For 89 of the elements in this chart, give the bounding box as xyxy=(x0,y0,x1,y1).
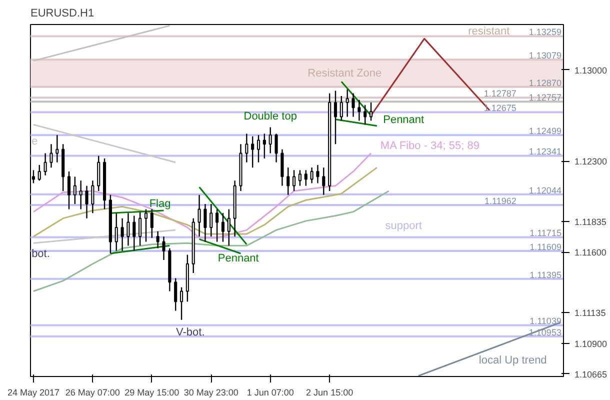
candlestick xyxy=(274,133,278,163)
candlestick xyxy=(340,95,343,122)
annotation: local Up trend xyxy=(478,354,547,367)
ref-line-label: 1.11715 xyxy=(530,228,562,238)
candlestick xyxy=(316,164,320,184)
candlestick xyxy=(304,170,308,186)
y-tick-label: 1.11835 xyxy=(574,217,606,228)
candlestick xyxy=(227,208,230,246)
candlestick xyxy=(174,278,178,312)
ref-line-label: 1.12499 xyxy=(528,126,562,136)
candlestick xyxy=(204,203,207,242)
chart-title: EURUSD.H1 xyxy=(30,8,94,20)
annotation: support xyxy=(385,220,422,232)
candlestick xyxy=(150,208,154,238)
candlestick xyxy=(198,194,201,238)
candlestick xyxy=(44,152,47,176)
candlestick xyxy=(245,133,248,163)
candlestick xyxy=(286,166,290,196)
candlestick xyxy=(369,102,373,122)
annotation: MA Fibo - 34; 55; 89 xyxy=(380,140,480,152)
band-label: Resistant Zone xyxy=(308,67,382,80)
x-tick-label: 1 Jun 07:00 xyxy=(246,388,294,398)
candlestick xyxy=(346,88,349,118)
candlestick xyxy=(221,212,225,242)
candlestick xyxy=(310,166,314,184)
candlestick xyxy=(132,215,136,252)
candlestick xyxy=(91,180,94,214)
annotation: Flag xyxy=(149,198,171,210)
candlestick xyxy=(138,211,142,246)
x-tick-label: 2 Jun 15:00 xyxy=(306,388,354,398)
annotation: V-bot. xyxy=(176,326,205,338)
candlestick xyxy=(268,126,272,154)
ref-line-label: 1.11962 xyxy=(484,196,516,206)
candlestick xyxy=(73,176,76,205)
annotation: e xyxy=(32,136,38,148)
x-tick-label: 30 May 23:00 xyxy=(184,388,238,398)
candlestick xyxy=(364,104,367,126)
ref-line-label: 1.13079 xyxy=(528,50,562,61)
candlestick xyxy=(114,212,118,252)
candlestick xyxy=(292,170,296,192)
candlestick xyxy=(334,90,338,145)
annotation: Pennant xyxy=(218,252,259,265)
candlestick xyxy=(85,185,88,219)
ref-line-label: 1.11039 xyxy=(530,316,562,326)
candlestick xyxy=(322,166,326,196)
candlestick xyxy=(79,180,82,210)
y-tick-label: 1.13000 xyxy=(574,65,608,76)
ref-line-label: 1.12757 xyxy=(528,92,562,103)
candlestick xyxy=(358,99,361,122)
annotation: Pennant xyxy=(383,114,424,126)
candlestick xyxy=(280,148,284,186)
line-series xyxy=(32,152,372,239)
y-tick-label: 1.10665 xyxy=(574,369,608,380)
ref-line-label: 1.12870 xyxy=(528,78,562,88)
candlestick xyxy=(126,212,130,246)
annotation: resistant xyxy=(468,26,510,38)
candlestick xyxy=(120,218,124,252)
candlestick xyxy=(56,134,59,163)
candlestick xyxy=(50,144,53,168)
candlestick xyxy=(144,208,148,242)
x-tick-label: 26 May 07:00 xyxy=(65,388,120,398)
candlestick xyxy=(156,230,160,249)
candlestick xyxy=(298,170,302,186)
y-tick-label: 1.11600 xyxy=(574,248,606,258)
candlestick xyxy=(38,164,41,182)
x-tick-label: 24 May 2017 xyxy=(7,388,60,398)
candlestick xyxy=(180,286,184,320)
ref-line-label: 1.12787 xyxy=(484,88,516,99)
annotation: bot. xyxy=(32,248,50,260)
ref-line-label: 1.13259 xyxy=(528,27,562,38)
candlestick xyxy=(352,92,355,118)
candlestick xyxy=(256,134,260,163)
annotation: Double top xyxy=(244,110,297,123)
ref-line-label: 1.12341 xyxy=(528,146,562,157)
candlestick xyxy=(251,136,254,168)
candlestick xyxy=(262,133,266,160)
x-tick-label: 29 May 15:00 xyxy=(124,388,180,398)
ref-line-label: 1.11609 xyxy=(530,242,562,252)
candlestick xyxy=(216,208,219,242)
line-series xyxy=(32,166,378,238)
candlestick xyxy=(67,170,71,210)
candlestick xyxy=(162,236,166,261)
y-tick-label: 1.10900 xyxy=(574,338,608,349)
candlestick xyxy=(97,155,100,192)
ref-line-label: 1.12044 xyxy=(528,185,562,196)
candlestick xyxy=(210,203,213,238)
y-tick-label: 1.11135 xyxy=(574,308,606,318)
ref-line-label: 1.11395 xyxy=(530,270,562,280)
y-tick-label: 1.12300 xyxy=(574,156,608,167)
